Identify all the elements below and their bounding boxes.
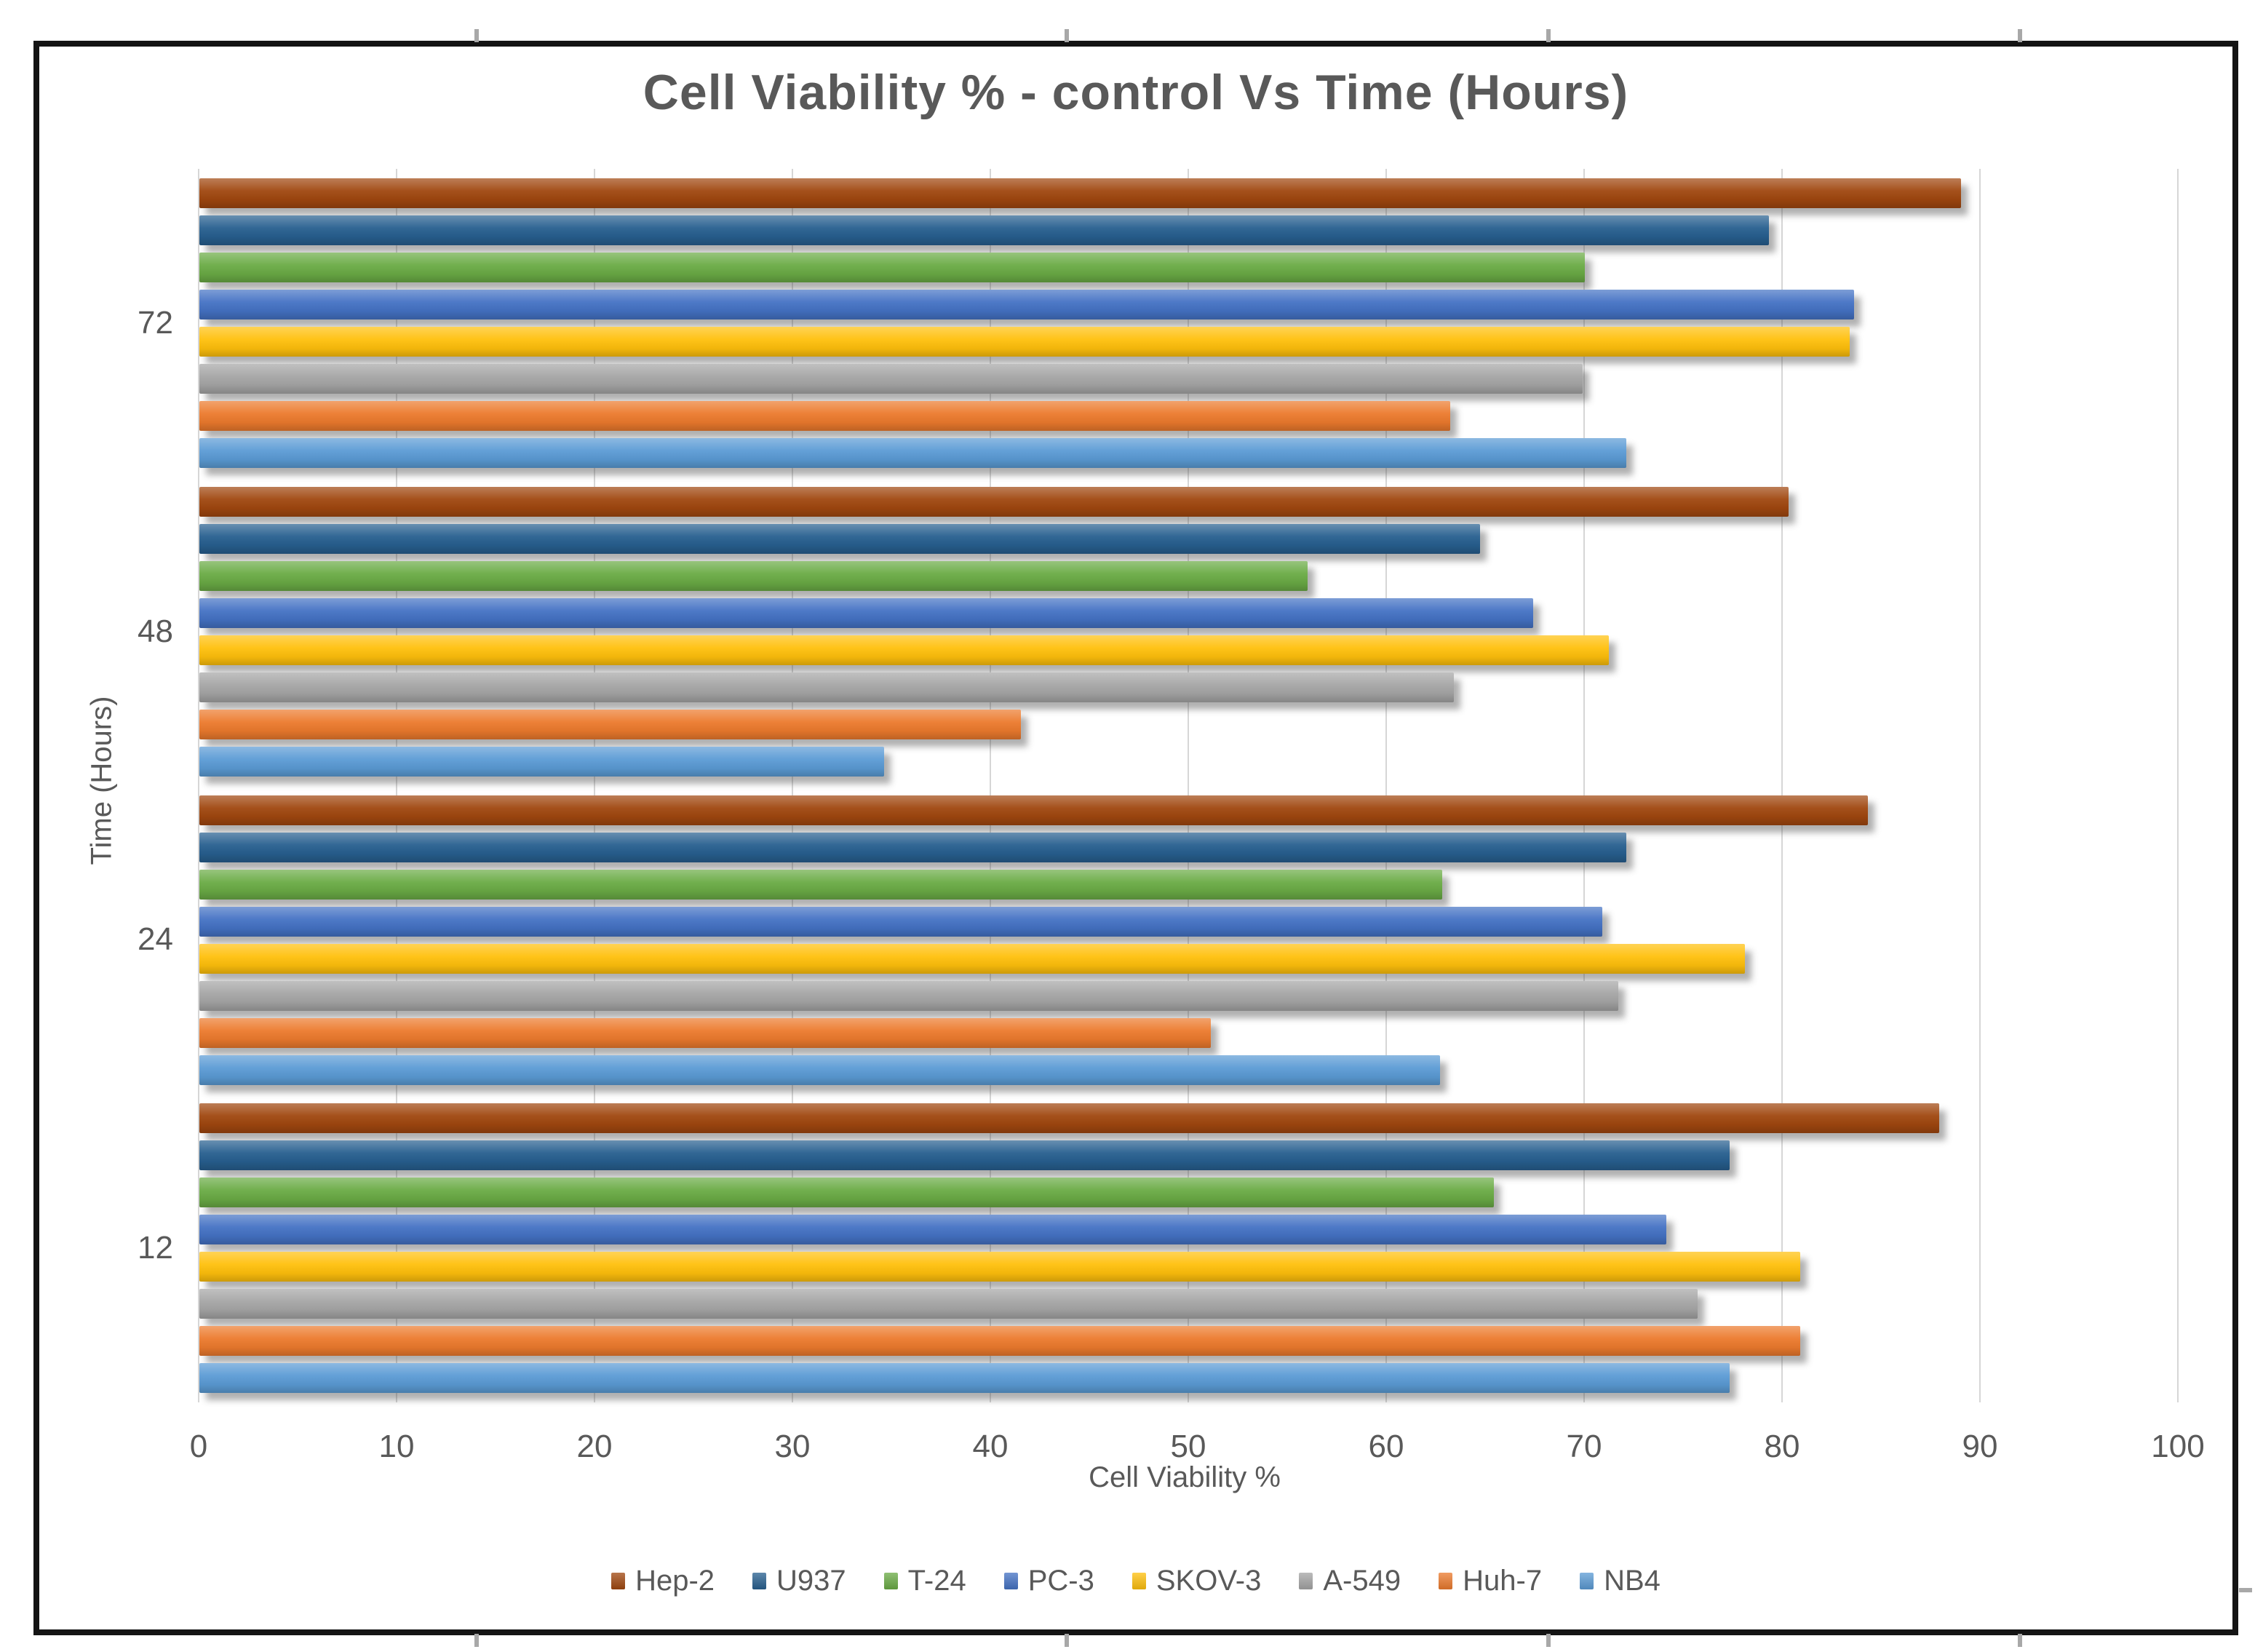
legend-label: T-24 (907, 1565, 966, 1597)
edge-tick (2018, 29, 2022, 42)
bar-skov-3-12h (199, 1252, 1800, 1282)
bar-nb4-72h (199, 438, 1626, 468)
gridline (396, 169, 397, 1402)
bar-hep-2-48h (199, 487, 1789, 517)
y-tick-label: 24 (138, 921, 173, 958)
gridline (1583, 169, 1585, 1402)
y-axis-title: Time (Hours) (85, 696, 118, 865)
gridline (2177, 169, 2179, 1402)
edge-tick (1065, 29, 1069, 42)
legend-label: A-549 (1323, 1565, 1401, 1597)
bar-nb4-24h (199, 1055, 1440, 1085)
legend: Hep-2 U937 T-24 PC-3 SKOV-3 A-549 Huh-7 NB4 (33, 1565, 2238, 1597)
legend-marker-icon (1439, 1573, 1453, 1589)
x-tick-label: 30 (774, 1429, 811, 1464)
x-tick-label: 70 (1566, 1429, 1602, 1464)
legend-label: SKOV-3 (1156, 1565, 1262, 1597)
bar-huh-7-72h (199, 401, 1450, 431)
legend-marker-icon (1299, 1573, 1313, 1589)
x-tick-label: 80 (1764, 1429, 1800, 1464)
bar-hep-2-12h (199, 1103, 1939, 1133)
bar-huh-7-24h (199, 1018, 1211, 1048)
edge-tick (2018, 1634, 2022, 1647)
gridline (1781, 169, 1783, 1402)
legend-marker-icon (611, 1573, 626, 1589)
edge-tick (1546, 1634, 1551, 1647)
x-tick-label: 90 (1962, 1429, 1998, 1464)
gridline (1188, 169, 1189, 1402)
edge-tick (474, 29, 479, 42)
y-tick-label: 12 (138, 1230, 173, 1266)
gridline (1385, 169, 1387, 1402)
bar-pc-3-24h (199, 907, 1602, 937)
legend-marker-icon (883, 1573, 898, 1589)
bar-u937-24h (199, 833, 1626, 862)
x-tick-label: 0 (189, 1429, 208, 1464)
legend-label: U937 (776, 1565, 846, 1597)
bar-t-24-72h (199, 253, 1585, 282)
bar-pc-3-48h (199, 598, 1533, 628)
legend-item-hep-2: Hep-2 (611, 1565, 715, 1597)
bar-skov-3-48h (199, 635, 1609, 665)
edge-tick (474, 1634, 479, 1647)
legend-label: Huh-7 (1463, 1565, 1543, 1597)
x-tick-label: 10 (378, 1429, 415, 1464)
bar-a-549-72h (199, 364, 1583, 394)
x-axis-title: Cell Viability % (1089, 1461, 1281, 1493)
legend-item-pc-3: PC-3 (1003, 1565, 1094, 1597)
gridline (1979, 169, 1981, 1402)
chart-title: Cell Viability % - control Vs Time (Hour… (643, 65, 1629, 120)
y-tick-label: 48 (138, 613, 173, 649)
bar-nb4-12h (199, 1363, 1730, 1393)
legend-marker-icon (752, 1573, 767, 1589)
bar-hep-2-72h (199, 178, 1961, 208)
bar-a-549-24h (199, 981, 1618, 1011)
legend-marker-icon (1132, 1573, 1146, 1589)
legend-item-t-24: T-24 (883, 1565, 966, 1597)
bar-t-24-12h (199, 1178, 1494, 1207)
legend-marker-icon (1003, 1573, 1018, 1589)
edge-tick (1546, 29, 1551, 42)
bar-nb4-48h (199, 747, 884, 777)
bar-u937-48h (199, 524, 1480, 554)
bar-huh-7-12h (199, 1326, 1800, 1356)
bar-hep-2-24h (199, 795, 1868, 825)
bar-a-549-48h (199, 672, 1454, 702)
legend-item-huh-7: Huh-7 (1439, 1565, 1542, 1597)
x-tick-label: 40 (972, 1429, 1009, 1464)
bar-t-24-48h (199, 561, 1308, 591)
legend-item-u937: U937 (752, 1565, 846, 1597)
gridline (990, 169, 991, 1402)
gridline (198, 169, 199, 1402)
x-tick-label: 50 (1170, 1429, 1206, 1464)
legend-label: NB4 (1604, 1565, 1661, 1597)
bar-huh-7-48h (199, 710, 1021, 739)
x-tick-label: 60 (1368, 1429, 1404, 1464)
bar-u937-72h (199, 215, 1769, 245)
x-tick-label: 100 (2151, 1429, 2205, 1464)
bar-u937-12h (199, 1140, 1730, 1170)
bar-t-24-24h (199, 870, 1442, 900)
y-tick-label: 72 (138, 304, 173, 341)
legend-item-skov-3: SKOV-3 (1132, 1565, 1262, 1597)
legend-label: PC-3 (1027, 1565, 1094, 1597)
bar-skov-3-24h (199, 944, 1745, 974)
legend-item-a-549: A-549 (1299, 1565, 1401, 1597)
legend-marker-icon (1580, 1573, 1594, 1589)
bar-a-549-12h (199, 1289, 1698, 1319)
bar-pc-3-12h (199, 1215, 1666, 1244)
bar-skov-3-72h (199, 327, 1850, 357)
gridline (594, 169, 595, 1402)
bar-pc-3-72h (199, 290, 1854, 319)
legend-label: Hep-2 (635, 1565, 715, 1597)
legend-item-nb4: NB4 (1580, 1565, 1661, 1597)
x-tick-label: 20 (576, 1429, 613, 1464)
edge-tick (2239, 1588, 2252, 1592)
gridline (792, 169, 793, 1402)
edge-tick (1065, 1634, 1069, 1647)
